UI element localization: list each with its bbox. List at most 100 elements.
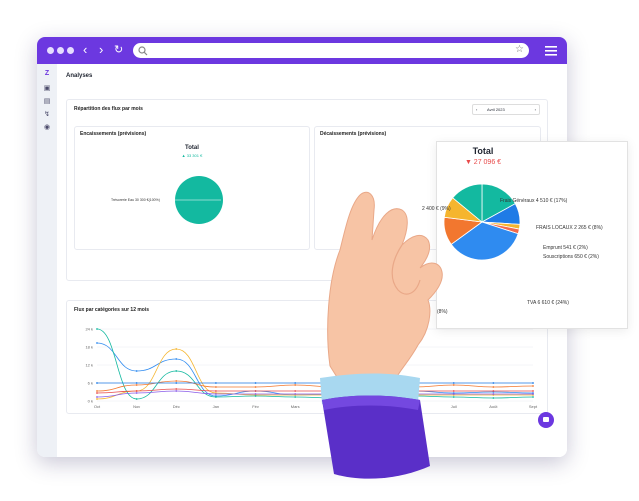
- window-dot-icon[interactable]: [47, 47, 54, 54]
- series-point[interactable]: [254, 393, 257, 395]
- window-dot-icon[interactable]: [67, 47, 74, 54]
- series-point[interactable]: [373, 382, 376, 384]
- series-point[interactable]: [413, 390, 415, 392]
- series-point[interactable]: [373, 390, 376, 392]
- series-point[interactable]: [175, 382, 178, 384]
- series-point[interactable]: [452, 396, 455, 398]
- sidebar-analytics-icon[interactable]: ↯: [44, 111, 50, 118]
- series-point[interactable]: [96, 342, 98, 344]
- series-line: [96, 388, 533, 394]
- series-point[interactable]: [452, 393, 455, 395]
- series-point[interactable]: [135, 384, 138, 386]
- reload-icon[interactable]: ↻: [114, 44, 124, 56]
- series-point[interactable]: [254, 390, 257, 392]
- series-point[interactable]: [452, 390, 455, 392]
- series-point[interactable]: [135, 382, 138, 384]
- expense-breakdown-popover: Total ▼ 27 096 € Frais Généraux 4 510 € …: [422, 141, 628, 329]
- series-point[interactable]: [532, 382, 534, 384]
- x-tick-label: Sept: [529, 404, 538, 409]
- series-point[interactable]: [215, 393, 217, 395]
- series-point[interactable]: [215, 396, 217, 398]
- series-point[interactable]: [96, 382, 98, 384]
- menu-icon[interactable]: [545, 46, 557, 56]
- address-bar[interactable]: ☆: [133, 43, 529, 58]
- next-month-button[interactable]: ›: [534, 107, 536, 112]
- month-picker[interactable]: ‹ Avril 2023 ›: [472, 104, 540, 115]
- series-point[interactable]: [96, 396, 98, 398]
- x-tick-label: Juil: [451, 404, 457, 409]
- series-point[interactable]: [532, 393, 534, 395]
- series-point[interactable]: [452, 382, 455, 384]
- income-card: Encaissements (prévisions) Total ▲ 33 30…: [74, 126, 310, 250]
- section-title: Flux par catégories sur 12 mois: [74, 307, 150, 313]
- forward-icon[interactable]: ›: [99, 42, 104, 57]
- series-point[interactable]: [452, 384, 455, 386]
- sidebar-dashboard-icon[interactable]: ▣: [43, 85, 51, 92]
- series-point[interactable]: [96, 398, 98, 400]
- series-point[interactable]: [135, 392, 138, 394]
- series-point[interactable]: [96, 328, 98, 330]
- series-point[interactable]: [135, 370, 138, 372]
- series-point[interactable]: [413, 382, 415, 384]
- series-point[interactable]: [135, 398, 138, 400]
- series-point[interactable]: [175, 348, 178, 350]
- search-icon: [138, 46, 148, 56]
- bookmark-star-icon[interactable]: ☆: [515, 44, 524, 55]
- series-point[interactable]: [175, 358, 178, 360]
- series-point[interactable]: [333, 397, 336, 399]
- series-point[interactable]: [294, 390, 297, 392]
- x-tick-label: Juin: [410, 404, 417, 409]
- series-point[interactable]: [333, 393, 336, 395]
- series-point[interactable]: [215, 386, 217, 388]
- window-dot-icon[interactable]: [57, 47, 64, 54]
- sidebar-document-icon[interactable]: ▤: [43, 98, 51, 105]
- series-point[interactable]: [413, 386, 415, 388]
- series-point[interactable]: [373, 396, 376, 398]
- expense-pie-slice[interactable]: [450, 221, 519, 261]
- series-point[interactable]: [294, 396, 297, 398]
- series-point[interactable]: [373, 393, 376, 395]
- series-point[interactable]: [175, 370, 178, 372]
- income-title: Encaissements (prévisions): [80, 131, 147, 137]
- series-point[interactable]: [532, 390, 534, 392]
- series-point[interactable]: [532, 385, 534, 387]
- series-point[interactable]: [215, 382, 217, 384]
- series-point[interactable]: [492, 390, 495, 392]
- series-point[interactable]: [175, 388, 178, 390]
- series-point[interactable]: [96, 390, 98, 392]
- series-point[interactable]: [135, 390, 138, 392]
- back-icon[interactable]: ‹: [83, 42, 88, 57]
- expense-pie-slice[interactable]: [452, 183, 483, 223]
- prev-month-button[interactable]: ‹: [476, 107, 478, 112]
- y-tick-label: 0 k: [88, 399, 93, 404]
- series-point[interactable]: [254, 386, 257, 388]
- series-point[interactable]: [492, 397, 495, 399]
- chat-button[interactable]: [538, 412, 554, 428]
- series-point[interactable]: [492, 382, 495, 384]
- series-point[interactable]: [333, 390, 336, 392]
- series-point[interactable]: [175, 390, 178, 392]
- logo-icon[interactable]: Z: [44, 70, 50, 77]
- series-point[interactable]: [254, 395, 257, 397]
- series-point[interactable]: [215, 390, 217, 392]
- series-point[interactable]: [175, 380, 178, 382]
- series-point[interactable]: [294, 382, 297, 384]
- sidebar-location-icon[interactable]: ◉: [43, 124, 51, 131]
- series-point[interactable]: [413, 393, 415, 395]
- series-point[interactable]: [294, 393, 297, 395]
- series-point[interactable]: [294, 384, 297, 386]
- income-slice-label: Trésorerie Eau 30 300 €(100%): [111, 198, 160, 202]
- series-point[interactable]: [373, 385, 376, 387]
- series-point[interactable]: [333, 386, 336, 388]
- series-point[interactable]: [254, 382, 257, 384]
- expense-pie-chart: [443, 183, 521, 261]
- series-point[interactable]: [492, 393, 495, 395]
- series-point[interactable]: [532, 396, 534, 398]
- series-point[interactable]: [333, 382, 336, 384]
- series-point[interactable]: [492, 386, 495, 388]
- series-point[interactable]: [413, 395, 415, 397]
- x-tick-label: Mars: [291, 404, 300, 409]
- x-tick-label: Nov: [133, 404, 140, 409]
- series-point[interactable]: [96, 392, 98, 394]
- income-total-value: ▲ 33 301 €: [181, 153, 203, 158]
